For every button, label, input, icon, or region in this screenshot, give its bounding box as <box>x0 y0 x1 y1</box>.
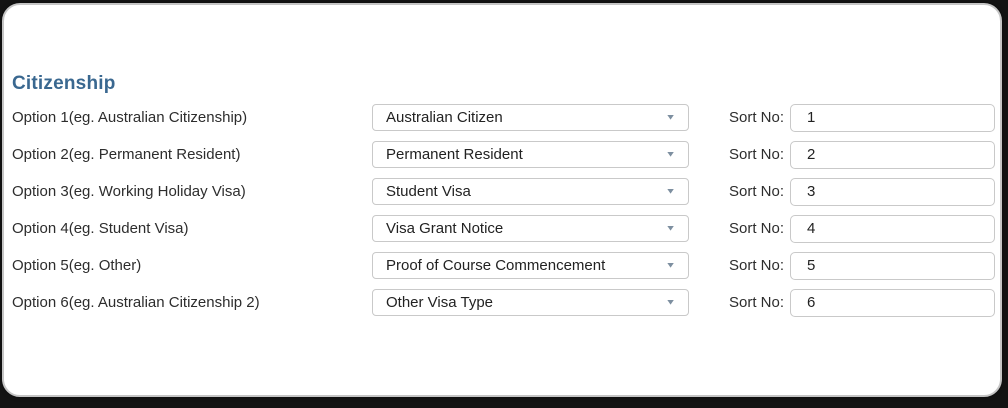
chevron-down-icon: ▼ <box>665 186 676 196</box>
sort-no-label: Sort No: <box>729 220 785 237</box>
citizenship-type-dropdown[interactable]: Proof of Course Commencement ▼ <box>372 252 689 279</box>
chevron-down-icon: ▼ <box>665 260 676 270</box>
option-label: Option 4(eg. Student Visa) <box>12 220 189 237</box>
sort-no-input[interactable] <box>790 214 996 243</box>
option-label: Option 5(eg. Other) <box>12 257 142 274</box>
dropdown-selected-value: Other Visa Type <box>386 294 494 311</box>
dropdown-selected-value: Student Visa <box>386 183 471 200</box>
option-row: Option 2(eg. Permanent Resident) Permane… <box>12 136 1000 173</box>
sort-no-label: Sort No: <box>729 109 785 126</box>
dropdown-selected-value: Proof of Course Commencement <box>386 257 606 274</box>
citizenship-type-dropdown[interactable]: Permanent Resident ▼ <box>372 141 689 168</box>
citizenship-type-dropdown[interactable]: Visa Grant Notice ▼ <box>372 215 689 242</box>
sort-no-label: Sort No: <box>729 257 785 274</box>
option-row: Option 3(eg. Working Holiday Visa) Stude… <box>12 173 1000 210</box>
citizenship-type-dropdown[interactable]: Other Visa Type ▼ <box>372 289 689 316</box>
sort-no-input[interactable] <box>790 103 996 132</box>
sort-no-label: Sort No: <box>729 183 785 200</box>
sort-no-input[interactable] <box>790 288 996 317</box>
dropdown-selected-value: Permanent Resident <box>386 146 523 163</box>
sort-no-input[interactable] <box>790 140 996 169</box>
option-row: Option 5(eg. Other) Proof of Course Comm… <box>12 247 1000 284</box>
chevron-down-icon: ▼ <box>665 149 676 159</box>
option-label: Option 3(eg. Working Holiday Visa) <box>12 183 246 200</box>
option-label: Option 6(eg. Australian Citizenship 2) <box>12 294 260 311</box>
chevron-down-icon: ▼ <box>665 297 676 307</box>
chevron-down-icon: ▼ <box>665 112 676 122</box>
option-row: Option 4(eg. Student Visa) Visa Grant No… <box>12 210 1000 247</box>
sort-no-input[interactable] <box>790 251 996 280</box>
sort-no-input[interactable] <box>790 177 996 206</box>
option-label: Option 1(eg. Australian Citizenship) <box>12 109 248 126</box>
option-row: Option 6(eg. Australian Citizenship 2) O… <box>12 284 1000 321</box>
dropdown-selected-value: Visa Grant Notice <box>386 220 504 237</box>
section-title: Citizenship <box>12 73 116 94</box>
citizenship-type-dropdown[interactable]: Australian Citizen ▼ <box>372 104 689 131</box>
citizenship-panel: Citizenship Option 1(eg. Australian Citi… <box>2 3 1002 397</box>
sort-no-label: Sort No: <box>729 146 785 163</box>
dropdown-selected-value: Australian Citizen <box>386 109 503 126</box>
sort-no-label: Sort No: <box>729 294 785 311</box>
chevron-down-icon: ▼ <box>665 223 676 233</box>
option-row: Option 1(eg. Australian Citizenship) Aus… <box>12 99 1000 136</box>
citizenship-type-dropdown[interactable]: Student Visa ▼ <box>372 178 689 205</box>
options-list: Option 1(eg. Australian Citizenship) Aus… <box>12 99 1000 321</box>
option-label: Option 2(eg. Permanent Resident) <box>12 146 241 163</box>
